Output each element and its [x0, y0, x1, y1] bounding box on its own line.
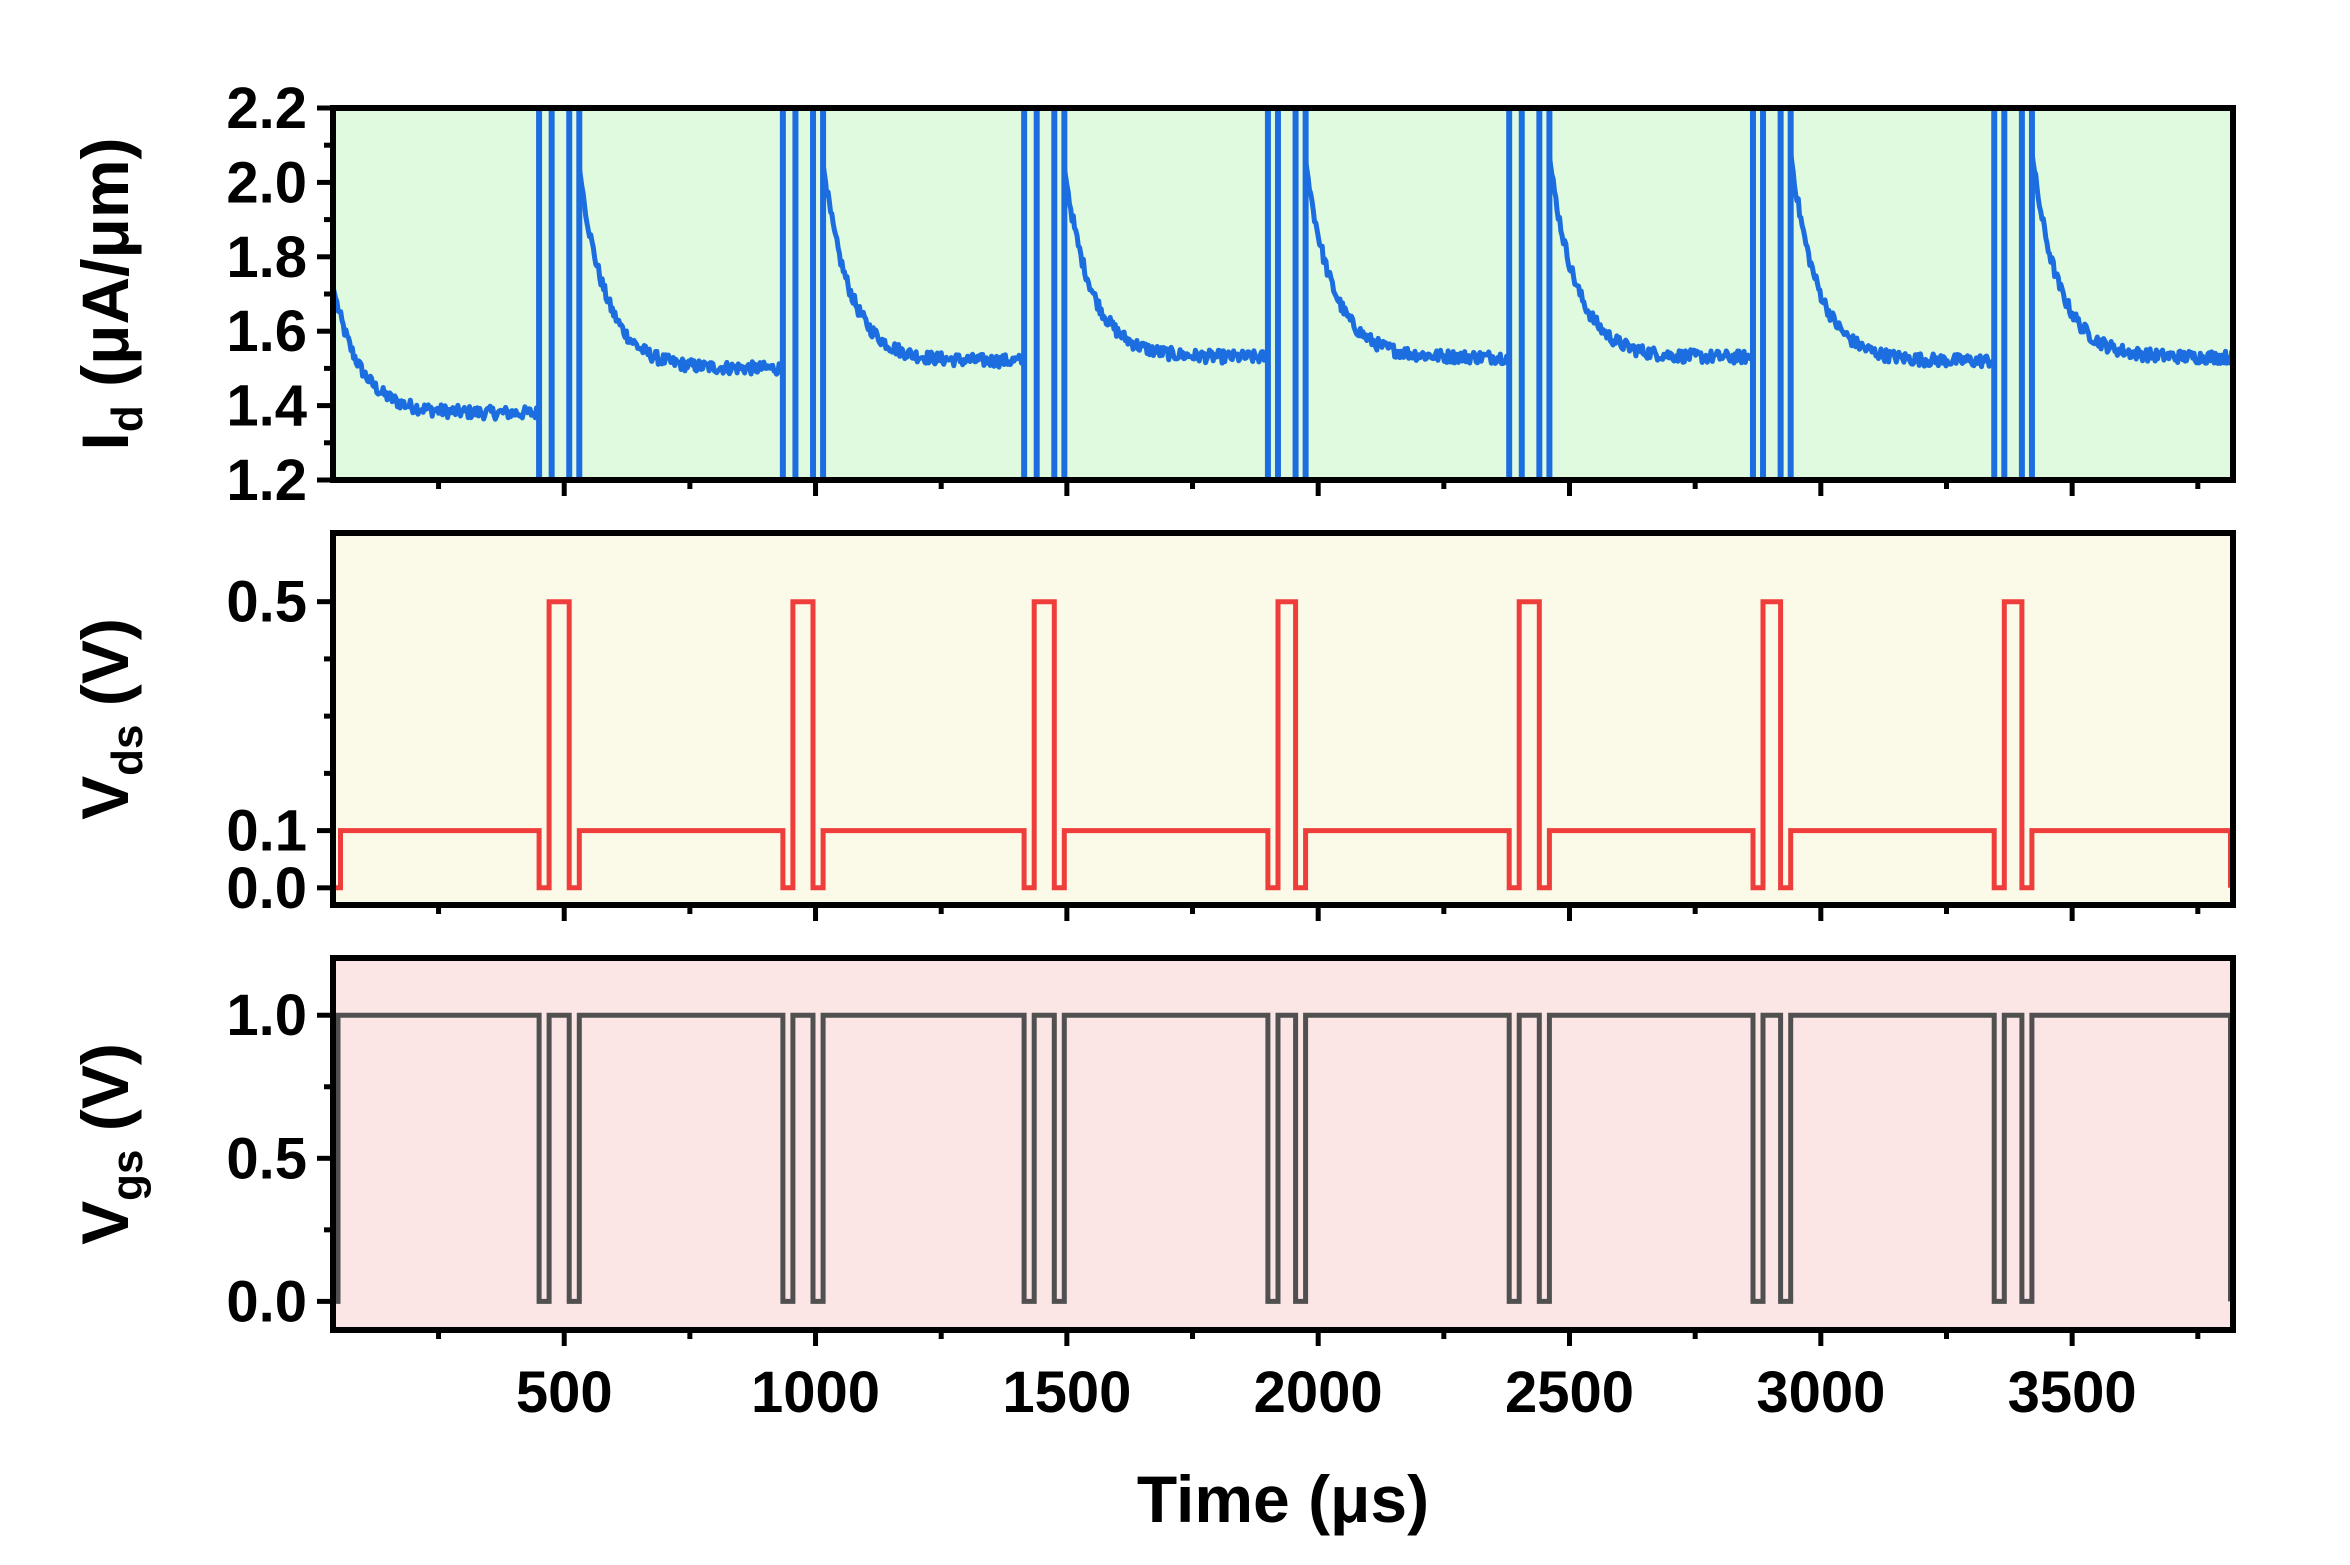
- drain-current-line: [330, 152, 2236, 480]
- panel-gate-voltage: 0.0 0.5 1.0 500 1000 1500 2000 2500 3000 3500 Vg…: [68, 955, 2236, 1425]
- y-tick-label-2: 1.6: [226, 299, 307, 364]
- y-tick-label-5: 2.2: [226, 76, 307, 141]
- y-tick-label-4: 2.0: [226, 150, 307, 215]
- y-title-sub: gs: [103, 1149, 152, 1200]
- drain-current-y-axis-title: Id (μA/μm): [68, 138, 152, 451]
- panel-drain-voltage-background: [333, 533, 2233, 905]
- y-tick-label-0: 1.2: [226, 448, 307, 513]
- y-title-main: V: [68, 776, 142, 820]
- y-tick-label-1: 1.4: [226, 374, 307, 439]
- x-tick-label-0: 500: [516, 1360, 613, 1425]
- gate-voltage-y-ticks: 0.0 0.5 1.0: [226, 983, 333, 1334]
- x-tick-label-5: 3000: [1756, 1360, 1885, 1425]
- y-tick-label-2: 0.5: [226, 570, 307, 635]
- y-title-sub: d: [103, 405, 152, 432]
- drain-voltage-x-ticks: [436, 905, 2201, 921]
- y-title-main: V: [68, 1201, 142, 1245]
- drain-current-x-ticks: [436, 480, 2201, 496]
- y-title-main: I: [68, 432, 142, 450]
- y-title-sub: ds: [103, 724, 152, 775]
- panel-drain-current: 1.2 1.4 1.6 1.8 2.0 2.2 Id (μA/μm): [68, 76, 2236, 513]
- y-title-rest: (V): [68, 1043, 142, 1149]
- panel-gate-voltage-frame: [330, 955, 2236, 1333]
- drain-voltage-trace: [333, 599, 2233, 891]
- x-tick-label-4: 2500: [1505, 1360, 1634, 1425]
- y-tick-label-3: 1.8: [226, 225, 307, 290]
- y-tick-label-0: 0.0: [226, 856, 307, 921]
- panel-drain-current-background: [333, 108, 2233, 480]
- x-tick-label-6: 3500: [2008, 1360, 2137, 1425]
- gate-voltage-x-ticks: 500 1000 1500 2000 2500 3000 3500: [436, 1330, 2201, 1425]
- drain-voltage-y-axis-title: Vds (V): [68, 618, 152, 820]
- gate-voltage-trace: [333, 1012, 2233, 1304]
- x-tick-label-3: 2000: [1254, 1360, 1383, 1425]
- panel-gate-voltage-background: [333, 958, 2233, 1330]
- gate-voltage-y-axis-title: Vgs (V): [68, 1043, 152, 1245]
- y-title-rest: (μA/μm): [68, 138, 142, 406]
- drain-voltage-y-ticks: 0.00.1 0.5: [226, 570, 333, 921]
- x-axis-title: Time (μs): [1137, 1462, 1429, 1536]
- gate-voltage-line: [333, 1012, 2233, 1304]
- x-tick-label-1: 1000: [751, 1360, 880, 1425]
- y-tick-label-0: 0.0: [226, 1269, 307, 1334]
- y-tick-label-2: 1.0: [226, 983, 307, 1048]
- drain-voltage-line: [333, 599, 2233, 891]
- drain-current-y-ticks: 1.2 1.4 1.6 1.8 2.0 2.2: [226, 76, 333, 513]
- panel-drain-voltage-frame: [330, 530, 2236, 908]
- panel-drain-voltage: 0.00.1 0.5 Vds (V): [68, 530, 2236, 921]
- x-tick-label-2: 1500: [1002, 1360, 1131, 1425]
- y-tick-label-1: 0.1: [226, 799, 307, 864]
- y-title-rest: (V): [68, 618, 142, 724]
- drain-current-trace: [330, 108, 2236, 480]
- y-tick-label-1: 0.5: [226, 1126, 307, 1191]
